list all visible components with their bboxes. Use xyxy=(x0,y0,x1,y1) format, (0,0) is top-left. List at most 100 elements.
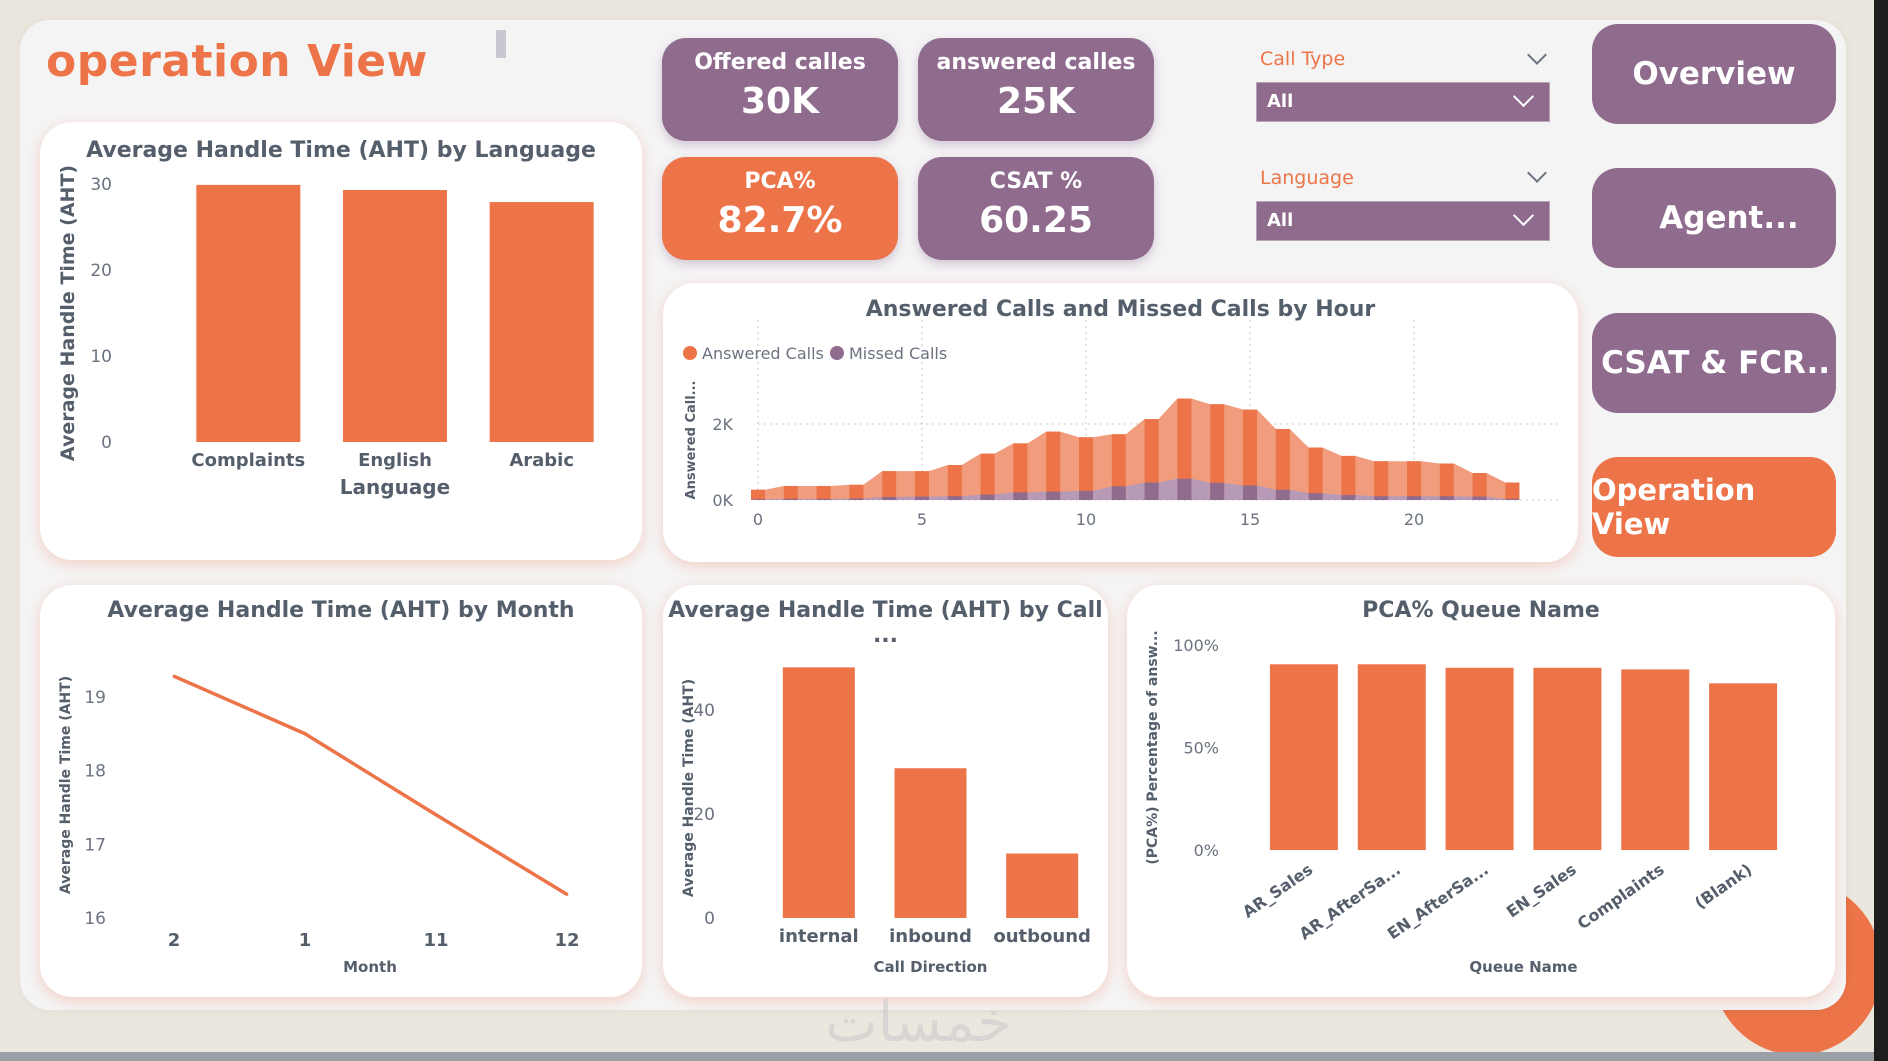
aht-language-chart: 0 10 20 30 Complaints English Arabic Average Ha… xyxy=(57,165,594,499)
x-tick-label: 11 xyxy=(423,930,448,951)
kpi-offered-calls: Offered calles 30K xyxy=(662,38,898,141)
x-tick-label: Arabic xyxy=(509,450,574,471)
answered-calls-bar xyxy=(1472,473,1487,500)
x-tick-label: 1 xyxy=(299,930,312,951)
x-tick-label: EN_Sales xyxy=(1503,860,1580,922)
missed-calls-bar xyxy=(882,496,897,500)
legend-answered-label: Answered Calls xyxy=(702,344,824,363)
data-point xyxy=(172,674,176,678)
missed-calls-bar xyxy=(1144,482,1159,500)
y-axis-title: Average Handle Time (AHT) xyxy=(58,676,74,894)
answered-calls-bar xyxy=(980,453,995,500)
y-tick-label: 20 xyxy=(693,805,715,825)
chart-card-calls-by-hour: Answered Calls and Missed Calls by Hour … xyxy=(663,283,1578,562)
x-tick-label: 12 xyxy=(554,930,579,951)
x-axis-title: Call Direction xyxy=(874,958,988,976)
chevron-down-icon xyxy=(1512,204,1535,227)
y-tick-label: 2K xyxy=(712,415,733,434)
bar xyxy=(1357,664,1426,850)
text-cursor-icon xyxy=(496,30,506,58)
legend-answered-marker xyxy=(683,346,697,360)
answered-calls-bar xyxy=(751,489,765,500)
missed-calls-bar xyxy=(1439,496,1454,500)
bar xyxy=(1445,667,1514,850)
x-tick-label: 5 xyxy=(917,510,927,529)
bar xyxy=(196,184,301,443)
x-tick-label: Complaints xyxy=(1574,860,1668,934)
calls-by-hour-chart: 0K 2K 0 5 10 15 20 Answered Calls Missed Calls An… xyxy=(683,320,1558,529)
nav-csat-fcr-button[interactable]: CSAT & FCR.. xyxy=(1592,313,1836,413)
x-tick-label: 10 xyxy=(1076,510,1096,529)
x-tick-label: English xyxy=(358,450,432,471)
kpi-label: PCA% xyxy=(744,169,816,194)
bar xyxy=(1269,664,1338,850)
slicer-call-type-dropdown[interactable]: All xyxy=(1256,82,1550,122)
x-tick-label: inbound xyxy=(889,926,972,947)
missed-calls-bar xyxy=(980,494,995,500)
missed-calls-bar xyxy=(1111,486,1126,500)
missed-calls-bar xyxy=(783,498,798,500)
x-tick-label: 15 xyxy=(1240,510,1260,529)
y-tick-label: 0K xyxy=(712,491,733,510)
y-tick-label: 100% xyxy=(1173,636,1219,655)
chart-card-aht-call-direction: Average Handle Time (AHT) by Call ... 0 2… xyxy=(663,585,1108,997)
answered-calls-bar xyxy=(783,485,798,500)
missed-calls-bar xyxy=(816,498,831,500)
chart-title: Average Handle Time (AHT) by Call ... xyxy=(668,598,1103,648)
x-tick-label: Complaints xyxy=(191,450,305,471)
data-point xyxy=(565,892,569,896)
x-tick-label: 2 xyxy=(168,930,181,951)
x-axis-title: Month xyxy=(343,958,397,976)
y-tick-label: 30 xyxy=(90,175,112,195)
slicer-language-dropdown[interactable]: All xyxy=(1256,201,1550,241)
missed-calls-bar xyxy=(1046,491,1061,500)
y-axis-title: Answered Call... xyxy=(684,381,699,500)
missed-calls-bar xyxy=(1177,478,1192,500)
missed-calls-bar xyxy=(1374,496,1389,500)
answered-calls-bar xyxy=(1341,455,1356,500)
kpi-value: 25K xyxy=(997,81,1075,122)
answered-calls-bar xyxy=(1439,463,1454,500)
y-tick-label: 50% xyxy=(1183,739,1219,758)
x-tick-label: internal xyxy=(779,926,859,947)
y-axis-title: (PCA%) Percentage of answ... xyxy=(1145,630,1161,864)
answered-calls-bar xyxy=(816,485,831,500)
missed-calls-bar xyxy=(849,498,864,500)
missed-calls-bar xyxy=(1505,498,1520,500)
missed-calls-bar xyxy=(1341,495,1356,500)
kpi-value: 30K xyxy=(741,81,819,122)
missed-calls-bar xyxy=(1079,490,1093,500)
y-tick-label: 20 xyxy=(90,261,112,281)
answered-calls-bar xyxy=(1144,419,1159,500)
y-tick-label: 16 xyxy=(84,909,106,929)
x-tick-label: outbound xyxy=(993,926,1091,947)
nav-overview-button[interactable]: Overview xyxy=(1592,24,1836,124)
answered-calls-bar xyxy=(1046,431,1061,500)
chart-title: Average Handle Time (AHT) by Language xyxy=(86,138,596,163)
answered-calls-bar xyxy=(882,471,897,500)
missed-calls-bar xyxy=(1243,485,1257,500)
page-title: operation View xyxy=(46,36,428,87)
answered-calls-bar xyxy=(1505,482,1520,500)
missed-calls-bar xyxy=(1308,493,1323,500)
y-tick-label: 0 xyxy=(101,433,112,453)
x-tick-label: (Blank) xyxy=(1691,860,1755,913)
y-tick-label: 19 xyxy=(84,688,106,708)
nav-operation-view-button[interactable]: Operation View xyxy=(1592,457,1836,557)
missed-calls-bar xyxy=(1210,482,1225,500)
missed-calls-bar xyxy=(947,496,962,500)
answered-calls-bar xyxy=(947,465,962,500)
answered-calls-bar xyxy=(915,471,929,500)
missed-calls-bar xyxy=(1407,496,1421,500)
legend-missed-label: Missed Calls xyxy=(849,344,947,363)
y-tick-label: 10 xyxy=(90,347,112,367)
bar xyxy=(1533,667,1602,850)
answered-calls-bar xyxy=(1407,461,1421,500)
y-tick-label: 0% xyxy=(1194,841,1219,860)
kpi-answered-calls: answered calles 25K xyxy=(918,38,1154,141)
nav-agent-button[interactable]: Agent... xyxy=(1592,168,1836,268)
x-axis-title: Queue Name xyxy=(1469,958,1577,976)
answered-calls-bar xyxy=(1275,428,1290,500)
answered-calls-bar xyxy=(1210,404,1225,500)
